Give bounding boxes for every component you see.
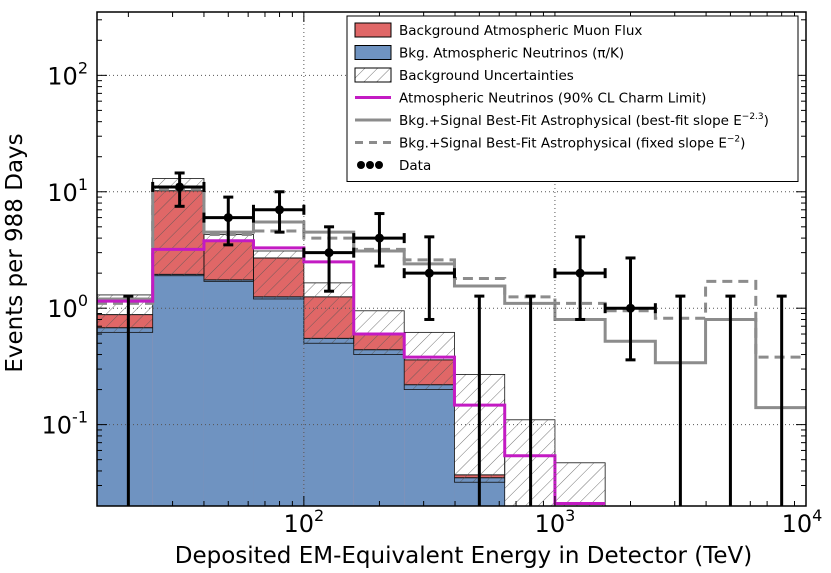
y-axis-label: Events per 988 Days (2, 133, 28, 372)
legend-label: Bkg.+Signal Best-Fit Astrophysical (best… (399, 112, 769, 129)
data-point (424, 268, 434, 278)
neutrino-bar (353, 349, 405, 506)
y-tick-label: 102 (47, 58, 88, 90)
legend-dot (366, 161, 374, 169)
legend-label: Background Atmospheric Muon Flux (399, 23, 642, 39)
neutrino-bar (203, 279, 254, 506)
uncertainty-band (403, 331, 455, 390)
legend-item: Bkg.+Signal Best-Fit Astrophysical (fixe… (355, 135, 745, 152)
neutrino-bar (253, 296, 304, 506)
uncertainty-band (253, 250, 305, 300)
data-point (223, 213, 233, 223)
legend-label: Bkg. Atmospheric Neutrinos (π/K) (399, 46, 624, 62)
legend-swatch-uncertainty (354, 67, 392, 83)
data-point (374, 233, 384, 243)
neutrino-bar (303, 338, 354, 506)
data-point (175, 182, 185, 192)
plot-frame (96, 11, 807, 507)
x-tick-label: 104 (782, 506, 823, 538)
y-tick-label: 101 (47, 175, 88, 207)
legend-swatch-neutrino (354, 45, 392, 60)
legend-item: Data (357, 158, 431, 174)
legend-item: Bkg.+Signal Best-Fit Astrophysical (best… (355, 112, 769, 129)
data-points (123, 171, 787, 506)
neutrino-bar (152, 274, 204, 506)
axes: 102 103 104 10-1 100 101 102 Deposited EM-Equiv… (2, 11, 823, 569)
legend: Background Atmospheric Muon Flux Bkg. Atm… (346, 15, 799, 182)
data-point (626, 303, 636, 313)
legend-label: Atmospheric Neutrinos (90% CL Charm Limi… (399, 91, 706, 107)
neutrino-bar (404, 384, 455, 506)
data-point (275, 205, 285, 215)
legend-item: Background Uncertainties (354, 67, 574, 84)
legend-label: Bkg.+Signal Best-Fit Astrophysical (fixe… (399, 135, 745, 152)
legend-dot (375, 161, 383, 169)
charm-limit-step-line (97, 239, 606, 506)
legend-dot (357, 161, 365, 169)
data-point (575, 268, 585, 278)
legend-item: Bkg. Atmospheric Neutrinos (π/K) (354, 45, 624, 62)
legend-label: Background Uncertainties (399, 68, 574, 84)
legend-item: Atmospheric Neutrinos (90% CL Charm Limi… (355, 91, 706, 107)
uncertainty-band (554, 462, 606, 506)
x-axis-label: Deposited EM-Equivalent Energy in Detect… (175, 543, 753, 569)
x-tick-label: 102 (283, 506, 324, 538)
legend-label: Data (399, 158, 431, 174)
y-tick-label: 100 (47, 291, 88, 323)
legend-swatch-muon (354, 22, 392, 38)
legend-item: Background Atmospheric Muon Flux (354, 22, 642, 39)
data-point (324, 248, 334, 258)
neutrino-bar (97, 327, 153, 506)
plot-area (97, 12, 807, 506)
legend-box (346, 15, 799, 182)
y-tick-label: 10-1 (42, 408, 89, 440)
x-tick-label: 103 (535, 506, 576, 538)
